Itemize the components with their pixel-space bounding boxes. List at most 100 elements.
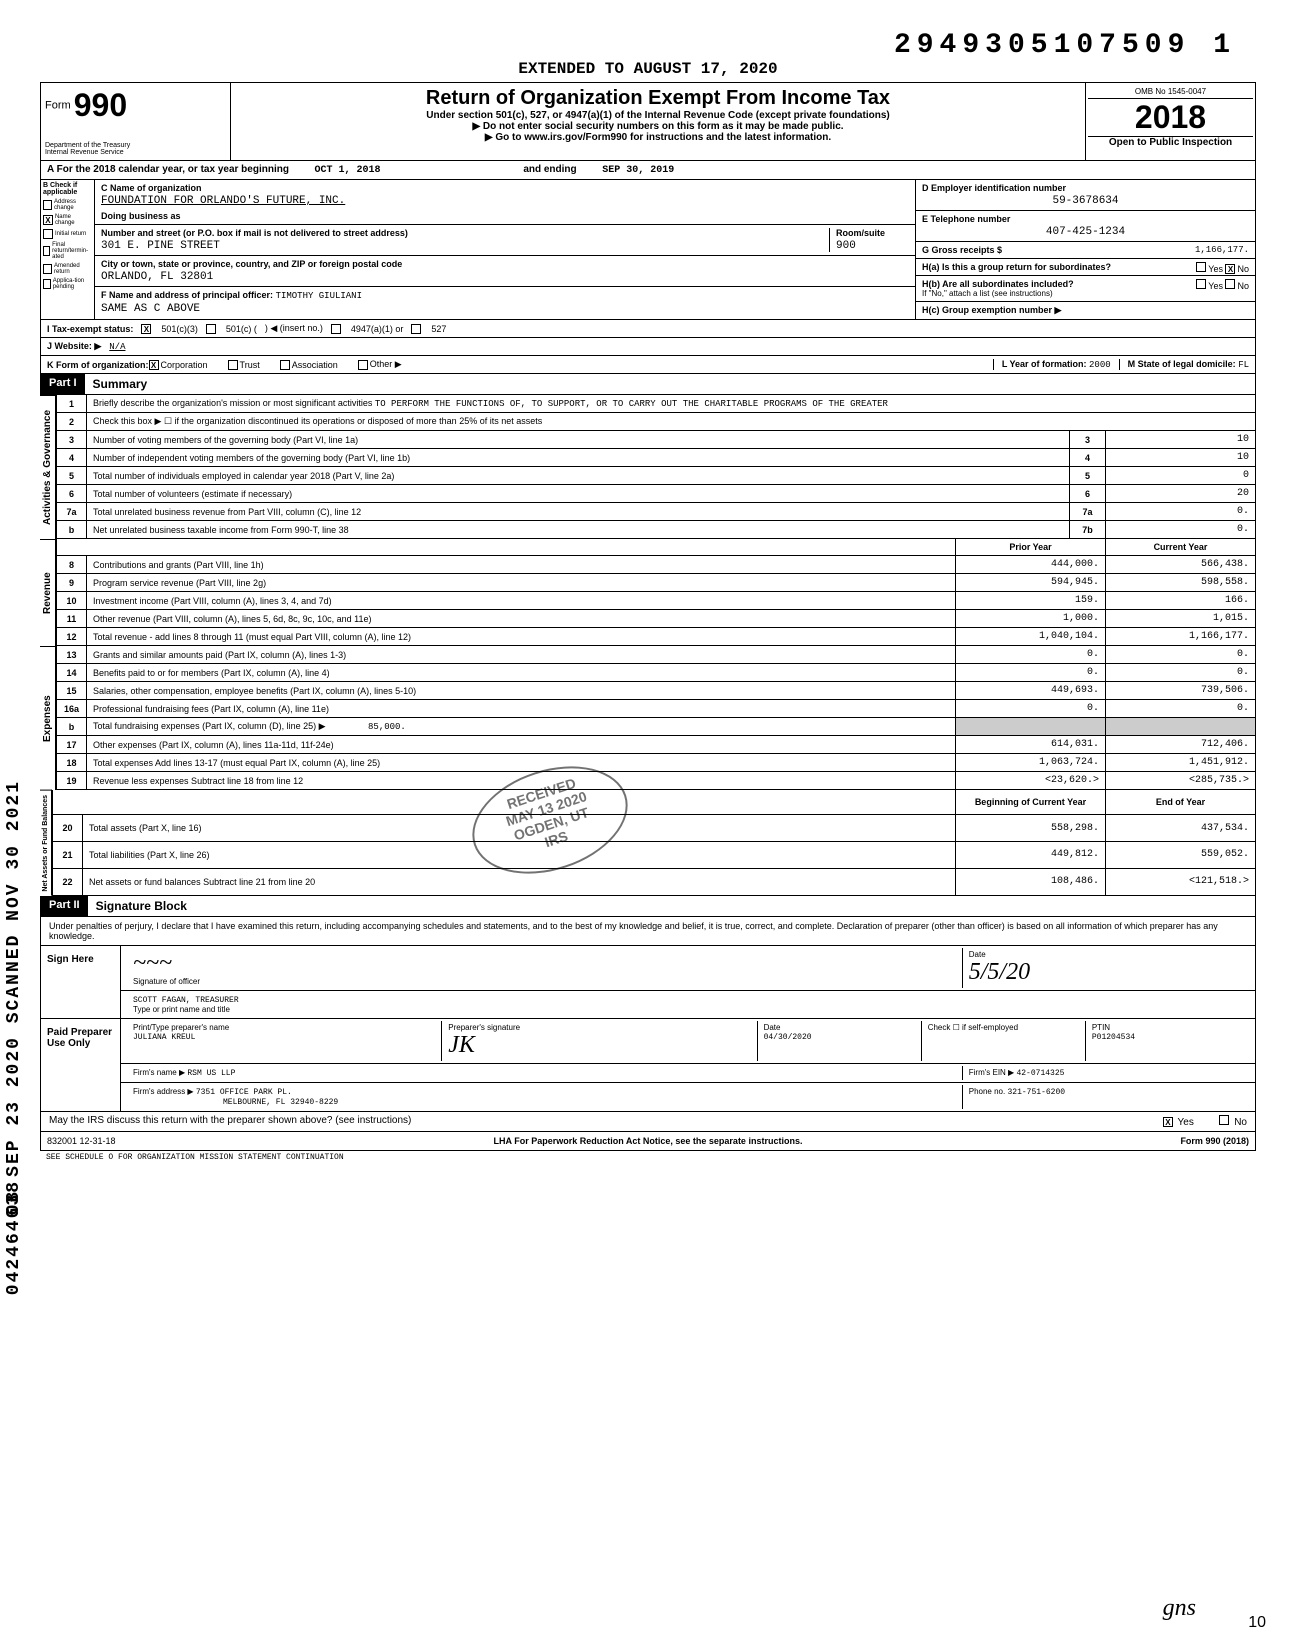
part2-header: Part II bbox=[41, 896, 88, 916]
preparer-signature: JK bbox=[448, 1032, 475, 1058]
table-row: 16a Professional fundraising fees (Part … bbox=[57, 700, 1256, 718]
ha-no-checkbox[interactable]: X bbox=[1225, 264, 1235, 274]
checkbox-label: Name change bbox=[55, 214, 92, 226]
city-state-zip: ORLANDO, FL 32801 bbox=[101, 271, 909, 283]
row-i-tax-exempt: I Tax-exempt status: X 501(c)(3) 501(c) … bbox=[40, 320, 1256, 338]
preparer-date: 04/30/2020 bbox=[764, 1033, 812, 1042]
line-num: 11 bbox=[57, 610, 87, 628]
line-1: Briefly describe the organization's miss… bbox=[87, 395, 1256, 413]
tax-year: 2018 bbox=[1088, 99, 1253, 137]
table-row: 22 Net assets or fund balances Subtract … bbox=[53, 868, 1256, 895]
table-row: 14 Benefits paid to or for members (Part… bbox=[57, 664, 1256, 682]
table-row: 3 Number of voting members of the govern… bbox=[57, 431, 1256, 449]
line-label: Total number of individuals employed in … bbox=[87, 467, 1070, 485]
preparer-name: JULIANA KREUL bbox=[133, 1033, 195, 1042]
501c3-checkbox[interactable]: X bbox=[141, 324, 151, 334]
paid-preparer-label: Paid Preparer Use Only bbox=[41, 1019, 121, 1111]
discuss-row: May the IRS discuss this return with the… bbox=[41, 1112, 1255, 1131]
trust-checkbox[interactable] bbox=[228, 360, 238, 370]
ha-yes-label: Yes bbox=[1208, 264, 1223, 274]
4947-label: 4947(a)(1) or bbox=[351, 324, 404, 334]
table-row: 17 Other expenses (Part IX, column (A), … bbox=[57, 736, 1256, 754]
footer-form: Form 990 (2018) bbox=[1180, 1136, 1249, 1146]
row-a-tax-year: A For the 2018 calendar year, or tax yea… bbox=[40, 161, 1256, 180]
end-year-header: End of Year bbox=[1106, 790, 1256, 815]
table-row: 6 Total number of volunteers (estimate i… bbox=[57, 485, 1256, 503]
col-c-org-info: C Name of organization FOUNDATION FOR OR… bbox=[95, 180, 915, 319]
hb-yes-checkbox[interactable] bbox=[1196, 279, 1206, 289]
form-note-1: ▶ Do not enter social security numbers o… bbox=[239, 121, 1077, 132]
501c-checkbox[interactable] bbox=[206, 324, 216, 334]
officer-name: TIMOTHY GIULIANI bbox=[276, 291, 362, 301]
part1-expense-section: Expenses 13 Grants and similar amounts p… bbox=[40, 646, 1256, 790]
line-num: 14 bbox=[57, 664, 87, 682]
discuss-label: May the IRS discuss this return with the… bbox=[49, 1115, 411, 1128]
sig-officer-label: Signature of officer bbox=[133, 977, 956, 986]
firm-addr1: 7351 OFFICE PARK PL. bbox=[196, 1088, 292, 1097]
extension-notice: EXTENDED TO AUGUST 17, 2020 bbox=[40, 60, 1256, 78]
form-prefix: Form bbox=[45, 99, 71, 111]
line-value: 10 bbox=[1106, 449, 1256, 467]
line-box: 6 bbox=[1070, 485, 1106, 503]
officer-address: SAME AS C ABOVE bbox=[101, 303, 909, 315]
line-num: 16a bbox=[57, 700, 87, 718]
room-suite: 900 bbox=[836, 240, 909, 252]
assoc-checkbox[interactable] bbox=[280, 360, 290, 370]
table-row: 4 Number of independent voting members o… bbox=[57, 449, 1256, 467]
checkbox[interactable] bbox=[43, 246, 50, 256]
hb-no-label: No bbox=[1237, 281, 1249, 291]
checkbox-label: Applica-tion pending bbox=[53, 278, 92, 290]
checkbox[interactable] bbox=[43, 229, 53, 239]
checkbox-label: Amended return bbox=[54, 263, 92, 275]
checkbox[interactable] bbox=[43, 200, 52, 210]
sign-here-row: Sign Here ~~~ Signature of officer Date … bbox=[41, 946, 1255, 1019]
checkbox[interactable] bbox=[43, 279, 51, 289]
checkbox[interactable]: X bbox=[43, 215, 53, 225]
current-value: 739,506. bbox=[1106, 682, 1256, 700]
line-num: 5 bbox=[57, 467, 87, 485]
current-value bbox=[1106, 718, 1256, 736]
line-1-value: TO PERFORM THE FUNCTIONS OF, TO SUPPORT,… bbox=[375, 399, 888, 409]
col-b-item: XName change bbox=[43, 214, 92, 226]
prior-value: 108,486. bbox=[956, 868, 1106, 895]
street-address: 301 E. PINE STREET bbox=[101, 240, 829, 252]
table-row: b Total fundraising expenses (Part IX, c… bbox=[57, 718, 1256, 736]
current-value: 0. bbox=[1106, 664, 1256, 682]
line-label: Investment income (Part VIII, column (A)… bbox=[87, 592, 956, 610]
prior-value: 449,812. bbox=[956, 841, 1106, 868]
col-b-checkboxes: B Check if applicable Address changeXNam… bbox=[41, 180, 95, 319]
corp-checkbox[interactable]: X bbox=[149, 360, 159, 370]
discuss-no-checkbox[interactable] bbox=[1219, 1115, 1229, 1125]
part1-header: Part I bbox=[41, 374, 85, 394]
line-label: Total unrelated business revenue from Pa… bbox=[87, 503, 1070, 521]
signature-block: Under penalties of perjury, I declare th… bbox=[40, 917, 1256, 1132]
row-k-label: K Form of organization: bbox=[47, 360, 149, 370]
netassets-table: Beginning of Current Year End of Year 20… bbox=[52, 790, 1256, 896]
checkbox-label: Final return/termin-ated bbox=[52, 242, 92, 260]
table-row: 7a Total unrelated business revenue from… bbox=[57, 503, 1256, 521]
checkbox[interactable] bbox=[43, 264, 52, 274]
line-num: b bbox=[57, 521, 87, 539]
line-num: 15 bbox=[57, 682, 87, 700]
527-checkbox[interactable] bbox=[411, 324, 421, 334]
ha-yes-checkbox[interactable] bbox=[1196, 262, 1206, 272]
prior-year-header: Prior Year bbox=[956, 539, 1106, 556]
discuss-yes-checkbox[interactable]: X bbox=[1163, 1117, 1173, 1127]
hb-no-checkbox[interactable] bbox=[1225, 279, 1235, 289]
4947-checkbox[interactable] bbox=[331, 324, 341, 334]
paid-preparer-row: Paid Preparer Use Only Print/Type prepar… bbox=[41, 1019, 1255, 1112]
check-self-employed: Check ☐ if self-employed bbox=[928, 1023, 1079, 1032]
side-label-expenses: Expenses bbox=[40, 646, 56, 790]
other-checkbox[interactable] bbox=[358, 360, 368, 370]
gross-label: G Gross receipts $ bbox=[922, 245, 1002, 255]
line-num: 4 bbox=[57, 449, 87, 467]
ha-label: H(a) Is this a group return for subordin… bbox=[922, 262, 1111, 272]
prior-value: 0. bbox=[956, 700, 1106, 718]
line-num: 3 bbox=[57, 431, 87, 449]
row-a-label: A For the 2018 calendar year, or tax yea… bbox=[47, 164, 289, 175]
line-label: Total fundraising expenses (Part IX, col… bbox=[87, 718, 956, 736]
discuss-yes-label: Yes bbox=[1178, 1117, 1194, 1128]
side-stamp-scanned: 08 SEP 23 2020 SCANNED NOV 30 2021 bbox=[4, 780, 24, 1215]
footer-schedule-note: SEE SCHEDULE O FOR ORGANIZATION MISSION … bbox=[40, 1151, 1256, 1164]
row-a-mid: and ending bbox=[523, 164, 576, 175]
